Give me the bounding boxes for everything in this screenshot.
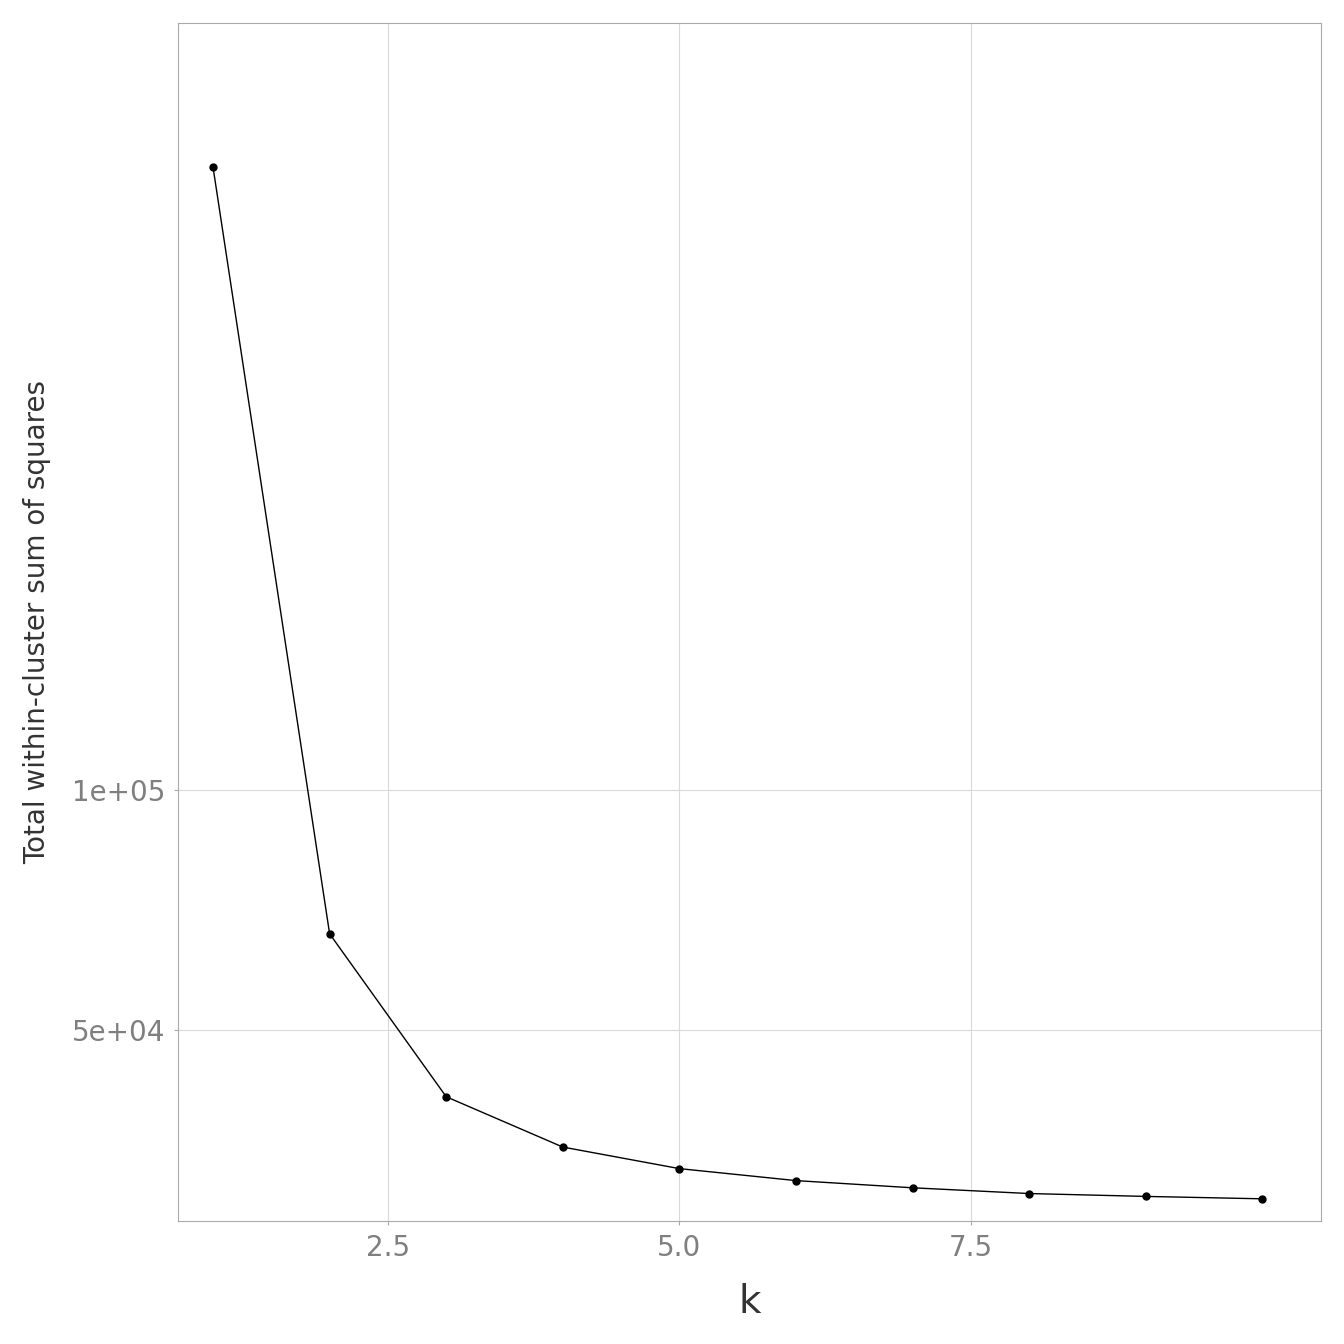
Y-axis label: Total within-cluster sum of squares: Total within-cluster sum of squares xyxy=(23,380,51,864)
X-axis label: k: k xyxy=(738,1282,761,1321)
